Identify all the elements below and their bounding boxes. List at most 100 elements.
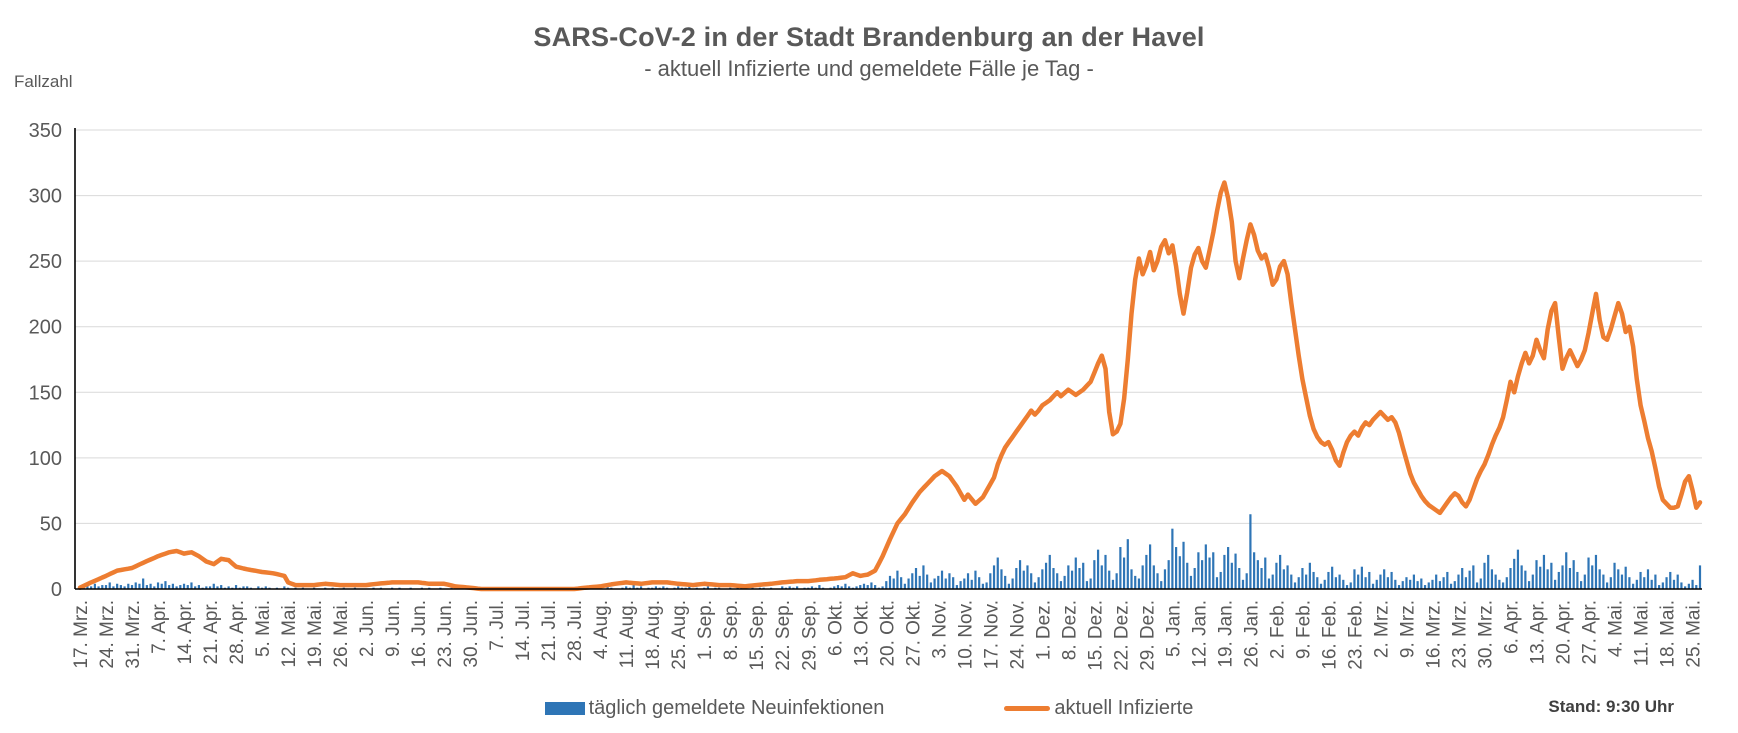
bar-day-286	[1141, 565, 1144, 589]
bar-day-224	[911, 573, 914, 589]
x-tick-label-58: 20. Apr.	[1554, 600, 1575, 664]
bar-day-333	[1316, 577, 1319, 589]
bar-day-319	[1264, 557, 1267, 589]
bar-day-230	[933, 578, 936, 589]
bar-day-432	[1684, 586, 1687, 589]
bar-day-393	[1539, 566, 1542, 589]
y-tick-label-300: 300	[29, 186, 62, 208]
bar-day-391	[1531, 574, 1534, 589]
x-tick-label-31: 13. Okt.	[851, 600, 872, 667]
bar-day-414	[1617, 569, 1620, 589]
bar-day-279	[1115, 573, 1118, 589]
bar-day-325	[1286, 565, 1289, 589]
bar-day-369	[1449, 583, 1453, 589]
bar-day-300	[1193, 568, 1196, 589]
bar-day-312	[1238, 568, 1241, 589]
x-tick-label-23: 18. Aug.	[643, 600, 664, 670]
bar-day-350	[1379, 574, 1382, 589]
x-tick-label-24: 25. Aug.	[669, 600, 690, 670]
bar-day-345	[1360, 566, 1363, 589]
bar-day-373	[1464, 577, 1468, 589]
bar-day-277	[1108, 570, 1111, 589]
x-tick-label-30: 6. Okt.	[825, 600, 846, 656]
bar-day-212	[866, 585, 869, 589]
bar-day-362	[1423, 585, 1427, 589]
bar-day-268	[1074, 557, 1077, 589]
x-tick-label-3: 31. Mrz.	[123, 600, 144, 669]
bar-day-13	[127, 583, 130, 589]
bar-day-344	[1357, 574, 1360, 589]
x-tick-label-47: 2. Feb.	[1267, 600, 1288, 659]
bar-day-294	[1171, 528, 1174, 589]
bar-day-31	[194, 586, 197, 589]
bar-day-4	[93, 583, 96, 589]
bar-day-23	[164, 581, 167, 589]
bar-day-284	[1134, 575, 1137, 589]
bar-day-327	[1293, 582, 1297, 589]
bar-day-326	[1290, 574, 1293, 589]
bar-day-310	[1230, 562, 1233, 589]
bar-day-315	[1249, 514, 1252, 589]
bar-day-209	[855, 586, 858, 589]
bar-day-342	[1349, 582, 1352, 589]
bar-day-417	[1628, 577, 1631, 589]
x-tick-label-41: 22. Dez.	[1111, 600, 1132, 671]
bar-day-270	[1082, 562, 1085, 589]
bar-day-377	[1479, 578, 1482, 589]
bar-day-16	[138, 583, 141, 589]
x-tick-label-32: 20. Okt.	[877, 600, 898, 667]
bar-day-35	[208, 586, 212, 589]
bar-day-20	[153, 586, 156, 589]
bar-day-21	[156, 582, 160, 589]
bar-day-367	[1442, 577, 1445, 589]
bar-day-34	[205, 586, 208, 589]
x-tick-label-6: 21. Apr.	[201, 600, 222, 664]
bar-day-419	[1635, 579, 1638, 589]
bar-day-197	[810, 586, 814, 589]
bar-day-412	[1609, 577, 1612, 589]
bar-day-282	[1126, 539, 1129, 589]
bar-day-274	[1096, 549, 1100, 589]
bar-day-247	[996, 557, 999, 589]
bar-day-352	[1386, 577, 1389, 589]
bar-day-25	[171, 583, 174, 589]
bar-day-272	[1089, 578, 1092, 589]
bar-day-374	[1468, 570, 1471, 589]
bar-day-245	[989, 573, 992, 589]
bar-day-283	[1130, 569, 1133, 589]
bar-day-207	[848, 586, 851, 589]
bar-day-243	[981, 583, 984, 589]
bar-day-409	[1598, 569, 1601, 589]
bar-day-323	[1279, 554, 1282, 589]
bar-day-308	[1223, 554, 1226, 589]
bar-day-226	[918, 575, 921, 589]
bar-day-30	[190, 582, 193, 589]
bar-day-356	[1401, 581, 1404, 589]
bar-day-346	[1364, 577, 1367, 589]
bar-day-343	[1353, 569, 1356, 589]
x-tick-label-9: 12. Mai.	[279, 600, 300, 668]
bar-day-305	[1212, 552, 1215, 589]
bar-day-331	[1308, 562, 1311, 589]
bar-day-410	[1602, 574, 1605, 589]
bar-day-435	[1695, 585, 1698, 589]
bar-day-234	[948, 573, 951, 589]
x-tick-label-17: 7. Jul.	[487, 600, 508, 651]
bar-day-37	[216, 586, 219, 589]
bar-day-217	[885, 581, 888, 589]
bar-day-206	[844, 583, 847, 589]
bar-day-389	[1524, 570, 1527, 589]
bar-day-231	[937, 575, 940, 589]
bar-day-404	[1580, 581, 1583, 589]
aktuell-infizierte-line	[77, 180, 1703, 592]
bar-day-405	[1583, 574, 1586, 589]
chart-subtitle: - aktuell Infizierte und gemeldete Fälle…	[644, 56, 1094, 81]
legend-label-aktuell-infizierte: aktuell Infizierte	[1054, 696, 1194, 719]
x-tick-label-55: 30. Mrz.	[1475, 600, 1496, 669]
y-tick-label-350: 350	[29, 120, 62, 142]
bar-day-430	[1676, 574, 1679, 589]
bar-day-213	[870, 582, 873, 589]
x-tick-label-14: 16. Jun.	[409, 600, 430, 668]
bar-day-316	[1253, 552, 1256, 589]
bar-day-221	[900, 577, 903, 589]
